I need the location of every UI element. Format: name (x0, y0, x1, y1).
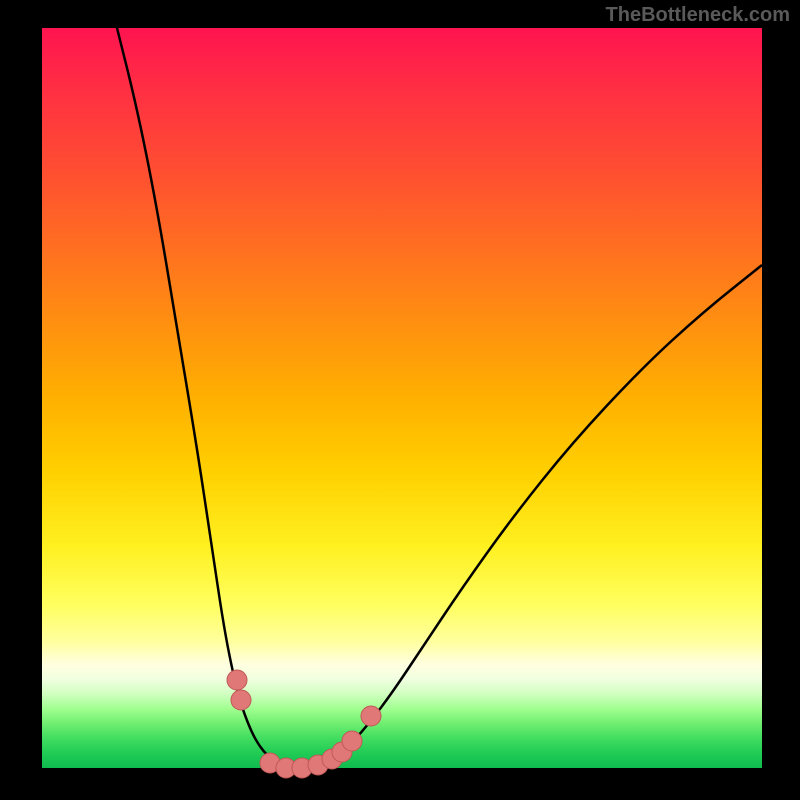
data-marker (342, 731, 362, 751)
right-ascent-curve (297, 265, 762, 768)
data-marker (231, 690, 251, 710)
data-marker (361, 706, 381, 726)
bottleneck-chart (0, 0, 800, 800)
watermark-text: TheBottleneck.com (606, 4, 790, 27)
data-markers (227, 670, 381, 778)
data-marker (227, 670, 247, 690)
left-descent-curve (117, 28, 297, 768)
